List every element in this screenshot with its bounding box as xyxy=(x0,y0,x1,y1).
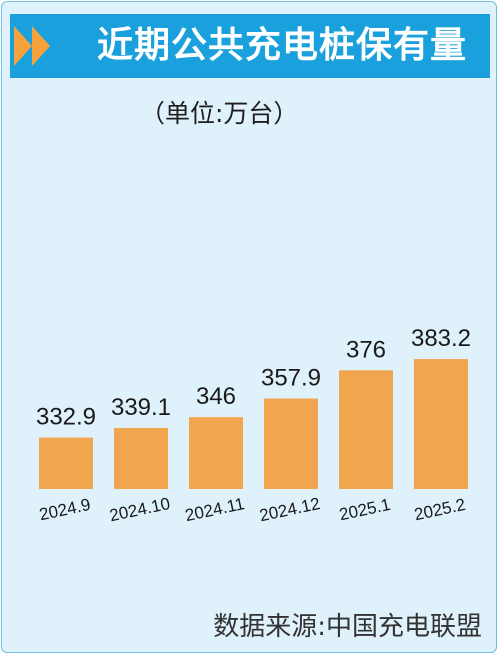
chevron-right-icon xyxy=(14,26,32,66)
x-tick-label: 2025.1 xyxy=(337,495,392,524)
value-label: 346 xyxy=(196,383,236,410)
value-label: 357.9 xyxy=(261,365,321,392)
chevron-right-icon xyxy=(32,26,50,66)
value-label: 383.2 xyxy=(411,325,471,352)
value-label: 332.9 xyxy=(36,404,96,431)
title-banner xyxy=(10,14,490,78)
source-note: 数据来源:中国充电联盟 xyxy=(213,612,482,642)
bar-2025.1 xyxy=(339,370,393,489)
bar-2024.10 xyxy=(114,427,168,489)
bar-2024.11 xyxy=(189,417,243,489)
bar-2024.12 xyxy=(264,398,318,489)
x-tick-label: 2025.2 xyxy=(412,495,467,524)
x-tick-label: 2024.12 xyxy=(258,494,322,525)
value-label: 376 xyxy=(346,336,386,363)
bar-2024.9 xyxy=(39,437,93,489)
bar-2025.2 xyxy=(414,359,468,489)
value-label: 339.1 xyxy=(111,394,171,421)
x-tick-label: 2024.10 xyxy=(108,494,172,525)
x-tick-label: 2024.9 xyxy=(37,495,92,524)
x-tick-label: 2024.11 xyxy=(183,494,246,525)
unit-label: （单位:万台） xyxy=(140,99,299,128)
chart-title: 近期公共充电桩保有量 xyxy=(96,25,467,66)
